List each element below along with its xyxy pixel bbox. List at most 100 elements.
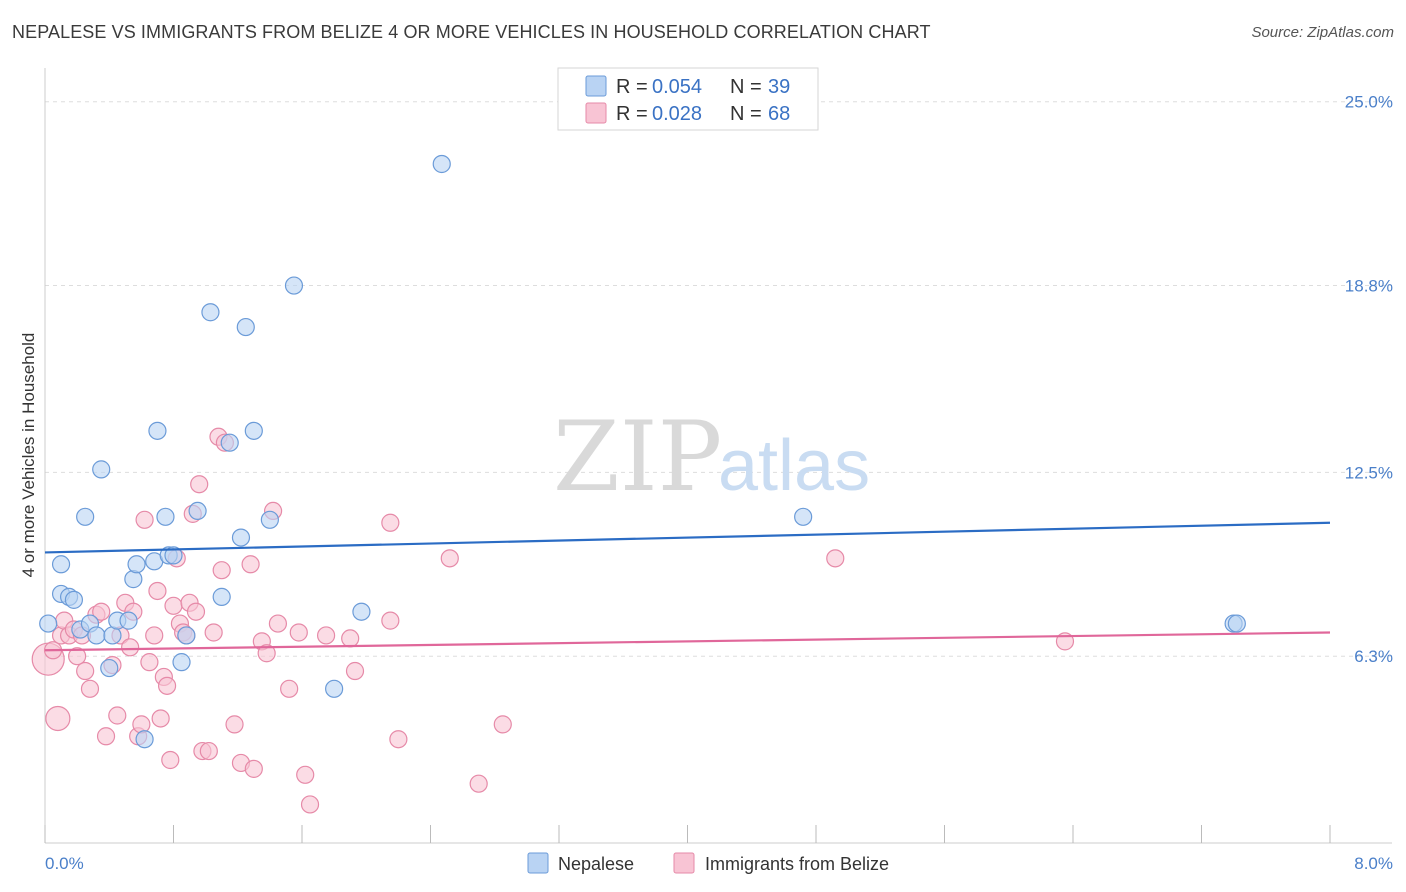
x-tick-labels: 0.0% 8.0%	[45, 854, 1393, 873]
belize-point-55	[296, 765, 315, 784]
belize-point-40	[199, 741, 218, 761]
bottom-legend-nepalese: Nepalese	[558, 854, 634, 874]
watermark: ZIP atlas	[553, 401, 870, 513]
nepalese-point-8	[87, 626, 106, 645]
grid-lines	[45, 101, 1392, 657]
belize-point-29	[161, 750, 180, 770]
belize-point-52	[268, 614, 288, 633]
nepalese-point-32	[284, 276, 304, 295]
legend-swatch-belize	[585, 102, 607, 124]
y-tick-label-2: 18.8%	[1345, 277, 1393, 296]
nepalese-point-30	[244, 421, 263, 440]
belize-point-15	[108, 706, 127, 725]
watermark-zip: ZIP	[553, 401, 722, 513]
nepalese-point-9	[92, 460, 111, 479]
belize-point-57	[316, 626, 336, 645]
belize-point-13	[96, 727, 116, 746]
belize-point-43	[212, 561, 231, 580]
legend-n-value-belize: 68	[768, 103, 790, 125]
belize-point-26	[151, 709, 170, 728]
trend-lines	[44, 521, 1331, 652]
nepalese-point-28	[231, 528, 251, 547]
nepalese-point-35	[432, 154, 451, 174]
belize-point-2	[45, 705, 71, 732]
belize-point-63	[440, 549, 459, 568]
nepalese-point-13	[119, 611, 138, 630]
belize-point-45	[225, 715, 244, 734]
nepalese-point-23	[177, 626, 196, 645]
belize-point-65	[493, 715, 512, 734]
nepalese-point-16	[135, 730, 154, 749]
nepalese-point-31	[260, 510, 279, 529]
belize-point-9	[76, 661, 95, 681]
nepalese-point-24	[188, 501, 207, 521]
nepalese-point-34	[352, 602, 371, 621]
legend-n-label-nepalese: N =	[730, 76, 762, 98]
nepalese-point-25	[201, 303, 220, 322]
watermark-atlas: atlas	[718, 426, 870, 506]
top-legend: R = 0.054 N = 39 R = 0.028 N = 68	[557, 67, 819, 131]
belize-point-59	[345, 661, 365, 681]
nepalese-point-21	[164, 546, 183, 565]
bottom-legend-swatch-nepalese	[527, 852, 549, 874]
belize-point-30	[164, 596, 183, 615]
belize-point-54	[289, 623, 308, 642]
nepalese-point-36	[794, 507, 813, 526]
belize-point-64	[469, 774, 488, 793]
nepalese-point-15	[127, 555, 146, 574]
belize-point-28	[157, 676, 177, 695]
axes	[44, 68, 1392, 844]
belize-point-53	[280, 679, 299, 698]
legend-n-value-nepalese: 39	[768, 76, 790, 98]
bottom-legend: Nepalese Immigrants from Belize	[527, 852, 889, 874]
legend-n-label-belize: N =	[730, 103, 762, 125]
legend-r-label-belize: R =	[616, 103, 648, 125]
legend-r-value-belize: 0.028	[652, 103, 702, 125]
nepalese-point-2	[51, 555, 71, 574]
nepalese-point-10	[100, 658, 119, 678]
belize-point-23	[140, 653, 159, 672]
y-tick-label-0: 6.3%	[1354, 647, 1393, 666]
nepalese-point-19	[156, 507, 175, 526]
belize-point-61	[381, 611, 400, 630]
x-tick-label-1: 8.0%	[1354, 854, 1393, 873]
belize-point-60	[381, 513, 400, 532]
belize-point-47	[241, 555, 260, 574]
belize-point-56	[300, 795, 320, 814]
belize-point-62	[389, 730, 408, 749]
belize-point-18	[121, 638, 140, 657]
x-tick-label-0: 0.0%	[45, 854, 84, 873]
y-axis-label: 4 or more Vehicles in Household	[19, 333, 38, 578]
nepalese-point-22	[172, 653, 191, 672]
series-nepalese-points	[39, 154, 1246, 749]
belize-point-25	[148, 581, 167, 601]
chart-title: NEPALESE VS IMMIGRANTS FROM BELIZE 4 OR …	[12, 22, 931, 42]
nepalese-trend-line	[44, 521, 1331, 554]
belize-point-7	[68, 647, 87, 666]
legend-r-value-nepalese: 0.054	[652, 76, 702, 98]
nepalese-point-14	[124, 570, 143, 589]
y-tick-label-1: 12.5%	[1345, 463, 1393, 482]
nepalese-point-38	[1227, 614, 1246, 633]
nepalese-point-27	[220, 433, 239, 452]
nepalese-point-29	[236, 317, 255, 337]
belize-point-10	[80, 679, 100, 698]
bottom-legend-belize: Immigrants from Belize	[705, 854, 889, 874]
belize-point-58	[341, 629, 360, 648]
nepalese-point-4	[64, 590, 84, 609]
nepalese-point-6	[76, 507, 95, 526]
source-credit: Source: ZipAtlas.com	[1251, 24, 1394, 41]
bottom-legend-swatch-belize	[673, 852, 695, 874]
belize-point-21	[132, 715, 151, 734]
nepalese-point-18	[148, 421, 167, 440]
belize-point-12	[92, 602, 111, 621]
belize-point-50	[257, 644, 276, 663]
belize-point-24	[145, 626, 164, 645]
belize-point-41	[204, 623, 223, 642]
y-tick-labels: 6.3% 12.5% 18.8% 25.0%	[1345, 93, 1393, 666]
belize-point-38	[190, 475, 209, 494]
belize-point-66	[826, 549, 845, 568]
y-tick-label-3: 25.0%	[1345, 93, 1393, 112]
belize-point-22	[135, 510, 154, 529]
